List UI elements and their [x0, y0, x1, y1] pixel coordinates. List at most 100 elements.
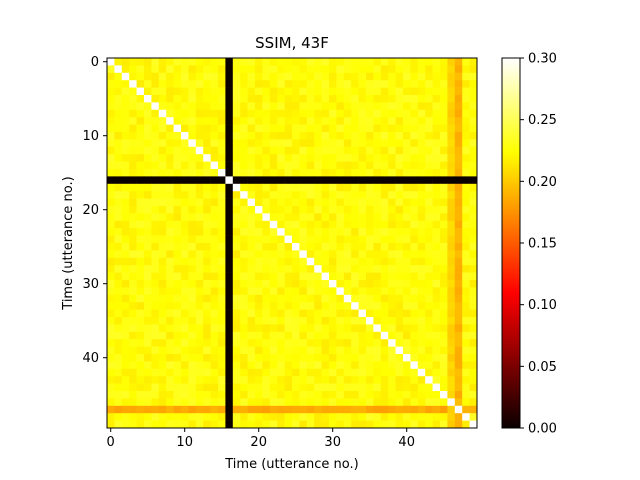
heatmap-cell: [343, 198, 352, 207]
heatmap-cell: [247, 95, 256, 103]
heatmap-cell: [292, 95, 300, 103]
heatmap-cell: [255, 309, 263, 318]
heatmap-cell: [269, 250, 278, 259]
heatmap-cell: [121, 132, 130, 140]
heatmap-cell: [373, 309, 382, 318]
heatmap-cell: [166, 206, 174, 214]
heatmap-cell: [121, 235, 130, 244]
heatmap-cell: [366, 398, 374, 407]
heatmap-cell: [380, 383, 389, 392]
heatmap-cell: [417, 176, 426, 185]
heatmap-cell: [292, 309, 300, 318]
heatmap-cell: [144, 95, 152, 103]
heatmap-cell: [240, 80, 248, 88]
heatmap-cell: [329, 287, 337, 296]
heatmap-cell: [440, 346, 448, 355]
y-axis-label: Time (utterance no.): [61, 176, 76, 310]
heatmap-cell: [269, 146, 278, 155]
heatmap-cell: [410, 368, 419, 377]
heatmap-cell: [240, 220, 248, 229]
heatmap-cell: [314, 154, 322, 162]
heatmap-cell: [121, 317, 130, 325]
heatmap-cell: [410, 346, 419, 355]
heatmap-cell: [343, 398, 352, 407]
heatmap-cell: [262, 206, 271, 214]
heatmap-cell: [114, 139, 123, 148]
heatmap-cell: [351, 65, 359, 74]
heatmap-cell: [173, 146, 182, 155]
heatmap-cell: [232, 124, 241, 133]
heatmap-cell: [321, 132, 330, 140]
heatmap-cell: [218, 183, 226, 192]
heatmap-cell: [277, 405, 285, 414]
heatmap-cell: [366, 206, 374, 214]
heatmap-cell: [454, 65, 463, 74]
heatmap-cell: [306, 287, 315, 296]
heatmap-cell: [336, 146, 345, 155]
heatmap-cell: [284, 72, 293, 81]
heatmap-cell: [454, 109, 463, 118]
heatmap-cell: [195, 376, 204, 384]
heatmap-cell: [232, 220, 241, 229]
chart-title: SSIM, 43F: [255, 34, 329, 52]
heatmap-cell: [262, 272, 271, 281]
heatmap-cell: [336, 302, 345, 310]
heatmap-cell: [166, 176, 174, 185]
heatmap-cell: [277, 132, 285, 140]
heatmap-cell: [255, 280, 263, 288]
heatmap-cell: [373, 413, 382, 421]
heatmap-cell: [269, 58, 278, 66]
heatmap-cell: [440, 287, 448, 296]
heatmap-cell: [358, 87, 367, 96]
heatmap-cell: [166, 139, 174, 148]
heatmap-cell: [247, 280, 256, 288]
heatmap-cell: [358, 354, 367, 362]
heatmap-cell: [447, 361, 456, 370]
heatmap-cell: [469, 376, 478, 384]
heatmap-cell: [173, 102, 182, 111]
heatmap-cell: [343, 287, 352, 296]
heatmap-cell: [262, 420, 271, 429]
heatmap-cell: [166, 346, 174, 355]
heatmap-cell: [292, 206, 300, 214]
heatmap-cell: [321, 220, 330, 229]
heatmap-cell: [188, 161, 197, 170]
heatmap-cell: [314, 124, 322, 133]
heatmap-cell: [173, 183, 182, 192]
heatmap-cell: [107, 339, 115, 347]
heatmap-cell: [277, 294, 285, 303]
heatmap-cell: [306, 228, 315, 236]
heatmap-cell: [403, 124, 411, 133]
heatmap-cell: [173, 213, 182, 222]
heatmap-cell: [432, 176, 441, 185]
heatmap-cell: [351, 339, 359, 347]
heatmap-cell: [314, 391, 322, 399]
heatmap-cell: [395, 317, 404, 325]
x-tick-label: 20: [250, 435, 267, 450]
heatmap-cell: [144, 280, 152, 288]
heatmap-cell: [255, 243, 263, 251]
heatmap-cell: [336, 257, 345, 266]
heatmap-cell: [262, 294, 271, 303]
heatmap-cell: [388, 391, 396, 399]
heatmap-cell: [425, 413, 433, 421]
heatmap-cell: [284, 117, 293, 125]
heatmap-cell: [240, 398, 248, 407]
heatmap-cell: [462, 198, 470, 207]
heatmap-cell: [469, 398, 478, 407]
heatmap-cell: [203, 198, 211, 207]
heatmap-cell: [388, 317, 396, 325]
heatmap-cell: [380, 87, 389, 96]
heatmap-cell: [277, 58, 285, 66]
heatmap-cell: [358, 220, 367, 229]
heatmap-cell: [403, 146, 411, 155]
heatmap-cell: [225, 169, 234, 177]
heatmap-cell: [462, 309, 470, 318]
heatmap-cell: [373, 376, 382, 384]
heatmap-cell: [262, 361, 271, 370]
heatmap-cell: [255, 331, 263, 340]
heatmap-cell: [255, 183, 263, 192]
heatmap-cell: [114, 228, 123, 236]
heatmap-cell: [210, 420, 219, 429]
heatmap-cell: [121, 257, 130, 266]
